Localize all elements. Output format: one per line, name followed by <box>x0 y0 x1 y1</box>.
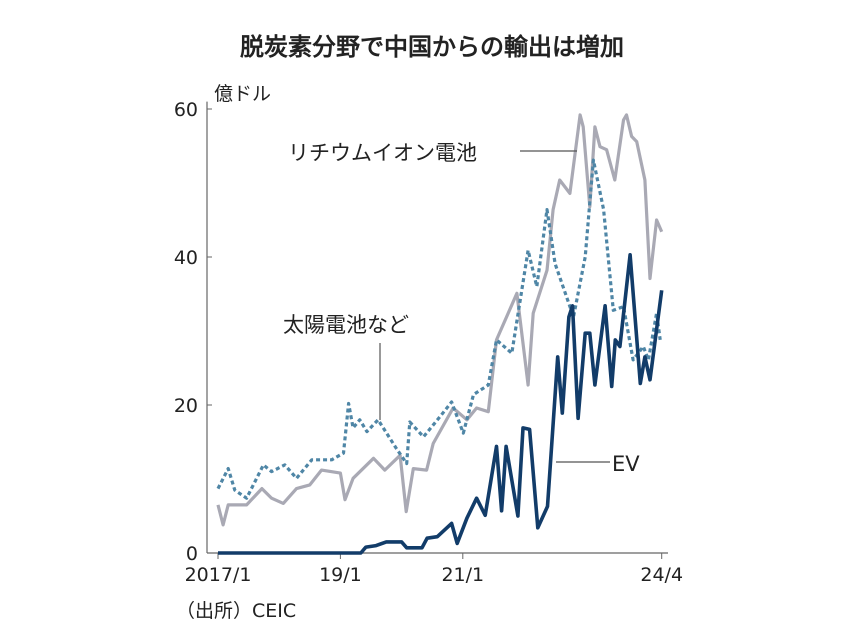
y-tick-label: 60 <box>174 99 198 121</box>
chart-title: 脱炭素分野で中国からの輸出は増加 <box>240 33 624 61</box>
axes: 0 20 40 60 2017/1 19/1 21/1 24/4 <box>174 99 683 586</box>
label-lithium-ion: リチウムイオン電池 <box>288 141 477 165</box>
series-line-lithium-ion <box>216 113 664 527</box>
y-tick-label: 0 <box>186 543 198 565</box>
x-tick-label: 2017/1 <box>185 564 252 586</box>
y-tick-label: 20 <box>174 395 198 417</box>
label-ev: EV <box>612 452 640 476</box>
y-axis-unit-label: 億ドル <box>214 83 271 105</box>
y-tick-label: 40 <box>174 247 198 269</box>
series-group <box>216 113 664 555</box>
x-tick-label: 21/1 <box>441 564 484 586</box>
x-tick-label: 24/4 <box>640 564 683 586</box>
series-line-ev <box>218 253 664 555</box>
annotations: リチウムイオン電池 太陽電池など EV <box>283 141 640 476</box>
source-note: （出所）CEIC <box>176 600 296 622</box>
series-line-solar <box>216 158 662 500</box>
x-tick-label: 19/1 <box>319 564 362 586</box>
label-solar: 太陽電池など <box>283 313 409 337</box>
